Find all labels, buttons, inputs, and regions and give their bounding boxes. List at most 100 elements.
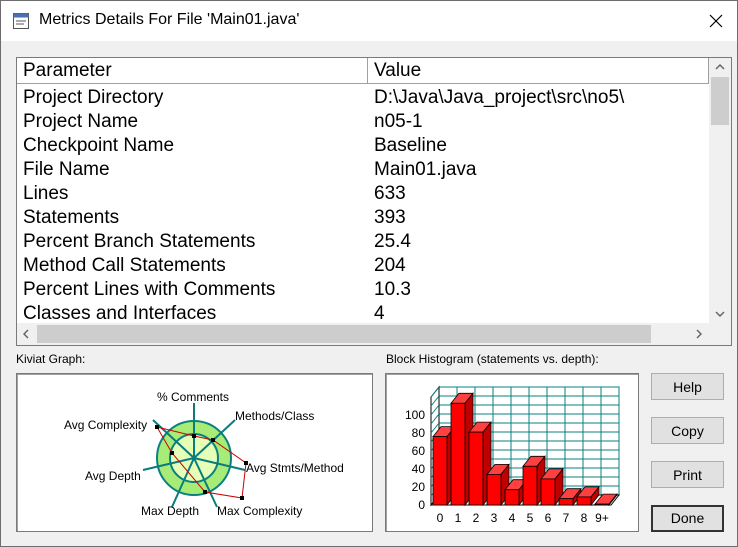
chevron-up-icon (715, 64, 725, 70)
cell-parameter: Project Name (23, 111, 139, 132)
histogram-bar (540, 478, 556, 506)
kiviat-axis-label: Avg Complexity (64, 418, 147, 432)
table-row[interactable]: File Name Main01.java (17, 158, 709, 182)
histogram-y-tick: 60 (412, 444, 426, 458)
horizontal-scroll-thumb[interactable] (37, 325, 651, 343)
histogram-bar (522, 465, 538, 506)
chevron-down-icon (715, 311, 725, 317)
cell-value: D:\Java\Java_project\src\no5\ (374, 87, 625, 108)
cell-parameter: Classes and Interfaces (23, 303, 217, 324)
vertical-scroll-thumb[interactable] (711, 77, 729, 125)
histogram-bar (504, 489, 520, 506)
scroll-right-button[interactable] (689, 323, 709, 345)
histogram-x-tick: 0 (437, 511, 444, 525)
table-row[interactable]: Method Call Statements 204 (17, 254, 709, 278)
scrollbar-corner (709, 323, 731, 345)
column-header-value[interactable]: Value (368, 58, 709, 84)
table-row[interactable]: Percent Branch Statements 25.4 (17, 230, 709, 254)
histogram-bar (576, 496, 592, 506)
block-histogram: 0 20 40 60 80 100 0 1 2 3 4 5 6 7 8 9+ (385, 373, 639, 532)
histogram-x-tick: 8 (581, 511, 588, 525)
kiviat-axis-label: Max Complexity (217, 504, 302, 518)
table-row[interactable]: Statements 393 (17, 206, 709, 230)
kiviat-axis-label: Methods/Class (235, 409, 314, 423)
cell-value: 10.3 (374, 279, 411, 300)
done-button[interactable]: Done (651, 505, 724, 532)
kiviat-axis-label: Max Depth (141, 504, 199, 518)
block-histogram-label: Block Histogram (statements vs. depth): (386, 352, 599, 366)
kiviat-value-points (155, 425, 248, 500)
cell-parameter: Method Call Statements (23, 255, 226, 276)
histogram-bar (432, 436, 448, 506)
histogram-x-tick: 6 (545, 511, 552, 525)
kiviat-graph-label: Kiviat Graph: (16, 352, 86, 366)
cell-value: 204 (374, 255, 406, 276)
kiviat-axis-label: Avg Depth (85, 469, 141, 483)
histogram-x-tick: 9+ (595, 511, 609, 525)
table-row[interactable]: Classes and Interfaces 4 (17, 302, 709, 326)
histogram-bar (468, 431, 484, 506)
column-header-parameter[interactable]: Parameter (17, 58, 368, 84)
histogram-x-tick: 1 (455, 511, 462, 525)
cell-value: 633 (374, 183, 406, 204)
histogram-x-tick: 3 (491, 511, 498, 525)
histogram-y-tick: 40 (412, 462, 426, 476)
title-bar: Metrics Details For File 'Main01.java' (1, 1, 737, 41)
cell-parameter: Statements (23, 207, 120, 228)
cell-value: 4 (374, 303, 385, 324)
cell-value: 393 (374, 207, 406, 228)
histogram-y-tick: 0 (418, 498, 425, 512)
histogram-bar (450, 402, 466, 506)
histogram-y-tick: 100 (405, 408, 425, 422)
cell-parameter: Project Directory (23, 87, 164, 108)
help-button[interactable]: Help (651, 373, 724, 400)
cell-value: Main01.java (374, 159, 477, 180)
scroll-up-button[interactable] (709, 58, 731, 76)
histogram-y-tick: 20 (412, 480, 426, 494)
table-row[interactable]: Project Name n05-1 (17, 110, 709, 134)
chevron-left-icon (23, 329, 29, 339)
histogram-x-tick: 4 (509, 511, 516, 525)
table-row[interactable]: Lines 633 (17, 182, 709, 206)
histogram-x-tick: 2 (473, 511, 480, 525)
scroll-left-button[interactable] (17, 323, 35, 345)
histogram-bar (594, 503, 610, 506)
cell-value: Baseline (374, 135, 447, 156)
window-title: Metrics Details For File 'Main01.java' (39, 11, 300, 28)
table-row[interactable]: Percent Lines with Comments 10.3 (17, 278, 709, 302)
metrics-table[interactable]: Parameter Value Project Directory D:\Java… (16, 57, 732, 346)
histogram-bar (558, 498, 574, 506)
vertical-scrollbar[interactable] (709, 58, 731, 323)
histogram-gridline (430, 386, 440, 398)
kiviat-graph: % Comments Methods/Class Avg Stmts/Metho… (16, 373, 373, 532)
histogram-gridline (430, 395, 440, 407)
copy-button[interactable]: Copy (651, 417, 724, 444)
histogram-gridline (430, 413, 440, 425)
histogram-x-tick: 7 (563, 511, 570, 525)
chevron-right-icon (696, 329, 702, 339)
histogram-gridline (430, 422, 440, 434)
cell-parameter: Percent Lines with Comments (23, 279, 276, 300)
close-icon (709, 14, 723, 28)
cell-parameter: Percent Branch Statements (23, 231, 256, 252)
kiviat-axis-label: % Comments (157, 390, 229, 404)
histogram-y-tick: 80 (412, 426, 426, 440)
app-icon (13, 13, 29, 29)
cell-parameter: Lines (23, 183, 69, 204)
table-row[interactable]: Project Directory D:\Java\Java_project\sr… (17, 86, 709, 110)
horizontal-scrollbar[interactable] (17, 323, 709, 345)
kiviat-value-polygon (155, 426, 247, 499)
scroll-down-button[interactable] (709, 305, 731, 323)
close-button[interactable] (693, 1, 738, 41)
kiviat-graph-canvas: % Comments Methods/Class Avg Stmts/Metho… (64, 390, 344, 518)
cell-parameter: File Name (23, 159, 110, 180)
kiviat-axis-label: Avg Stmts/Method (246, 461, 344, 475)
cell-parameter: Checkpoint Name (23, 135, 175, 156)
print-button[interactable]: Print (651, 461, 724, 488)
cell-value: n05-1 (374, 111, 423, 132)
histogram-gridline (430, 404, 440, 416)
table-row[interactable]: Checkpoint Name Baseline (17, 134, 709, 158)
histogram-bar (486, 474, 502, 506)
cell-value: 25.4 (374, 231, 411, 252)
